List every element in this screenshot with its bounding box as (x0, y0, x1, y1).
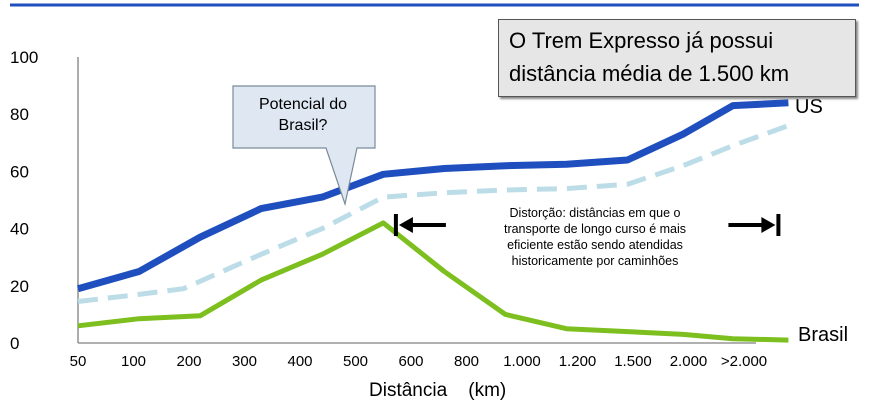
y-tick-labels: 0 20 40 60 80 100 (10, 48, 38, 353)
series-label-us: US (795, 96, 823, 118)
axes (77, 57, 756, 344)
series-line-us (77, 99, 789, 293)
distortion-right-arrowhead (761, 217, 776, 233)
x-tick-label: 1.000 (503, 353, 541, 370)
x-tick-label: 1.500 (614, 353, 652, 370)
x-tick-label: 2.000 (670, 353, 708, 370)
y-tick-label: 40 (10, 220, 29, 239)
distortion-range-arrows (393, 214, 781, 236)
y-tick-label: 0 (10, 334, 19, 353)
y-tick-label: 100 (10, 48, 38, 67)
express-callout-line2: distância média de 1.500 km (509, 61, 790, 86)
x-tick-label: 500 (343, 353, 368, 370)
y-tick-label: 20 (10, 277, 29, 296)
x-tick-label: 200 (176, 353, 201, 370)
y-tick-label: 80 (10, 105, 29, 124)
potential-callout-text: Potencial do Brasil? (232, 94, 374, 136)
x-tick-label: 100 (121, 353, 146, 370)
x-tick-label: 600 (398, 353, 423, 370)
potential-callout-line1: Potencial do (258, 96, 348, 113)
distortion-line4: historicamente por caminhões (511, 254, 679, 268)
distortion-annotation: Distorção: distâncias em que o transport… (470, 205, 720, 269)
x-tick-label: 400 (287, 353, 312, 370)
y-tick-label: 60 (10, 162, 29, 181)
x-tick-label: 50 (70, 353, 87, 370)
x-tick-label: 800 (454, 353, 479, 370)
x-tick-label: >2.000 (721, 353, 767, 370)
series-label-brasil: Brasil (798, 324, 848, 346)
distortion-line2: transporte de longo curso é mais (503, 222, 687, 236)
x-tick-label: 300 (232, 353, 257, 370)
x-axis-label: Distância (km) (369, 380, 506, 401)
distortion-left-arrowhead (398, 217, 413, 233)
series-layer (77, 99, 790, 343)
series-line-dashed (77, 123, 790, 304)
express-callout-line1: O Trem Expresso já possui (509, 28, 774, 53)
express-callout: O Trem Expresso já possui distância médi… (498, 19, 856, 97)
x-tick-labels: 50 100 200 300 400 500 600 800 1.000 1.200 1.500 2.… (70, 353, 767, 370)
potential-callout-shape (232, 85, 376, 207)
potential-callout-line2: Brasil? (278, 117, 328, 134)
series-line-brasil (77, 220, 789, 343)
distortion-line1: Distorção: distâncias em que o (509, 206, 681, 220)
distortion-line3: eficiente estão sendo atendidas (507, 238, 683, 252)
x-tick-label: 1.200 (559, 353, 597, 370)
